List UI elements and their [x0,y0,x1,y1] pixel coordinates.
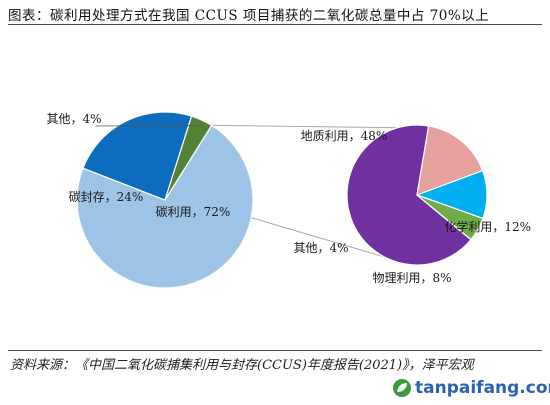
title-divider [8,24,542,25]
main-pie-slice-0 [76,124,254,289]
source-note: 资料来源：《中国二氧化碳捕集利用与封存(CCUS)年度报告(2021)》，泽平宏… [10,358,474,373]
leaf-logo-icon [393,379,411,397]
main-pie: 碳利用，72% 碳封存，24% 其他，4% [46,111,254,289]
main-pie-slice-1 [82,111,193,201]
secondary-pie-label-0: 地质利用，48% [301,129,388,143]
main-pie-label-1: 碳封存，24% [69,190,144,204]
main-pie-label-0: 碳利用，72% [156,205,231,219]
watermark: tanpaifang.com [392,376,550,400]
footer-divider [8,350,542,351]
secondary-pie-slice-0 [346,124,472,266]
connector-line-top [211,124,398,129]
watermark-text: tanpaifang.com [415,378,550,398]
main-pie-slice-2 [164,115,213,201]
secondary-pie-label-1: 化学利用，12% [444,219,531,234]
secondary-pie-label-2: 物理利用，8% [372,271,451,285]
secondary-pie-label-3: 其他，4% [293,241,348,255]
secondary-pie-slice-1 [416,125,484,196]
chart-title: 图表：碳利用处理方式在我国 CCUS 项目捕获的二氧化碳总量中占 70%以上 [8,8,490,24]
secondary-pie: 地质利用，48% 化学利用，12% 物理利用，8% 其他，4% [293,124,531,285]
secondary-pie-slice-3 [416,194,484,241]
main-pie-label-2: 其他，4% [46,112,101,126]
